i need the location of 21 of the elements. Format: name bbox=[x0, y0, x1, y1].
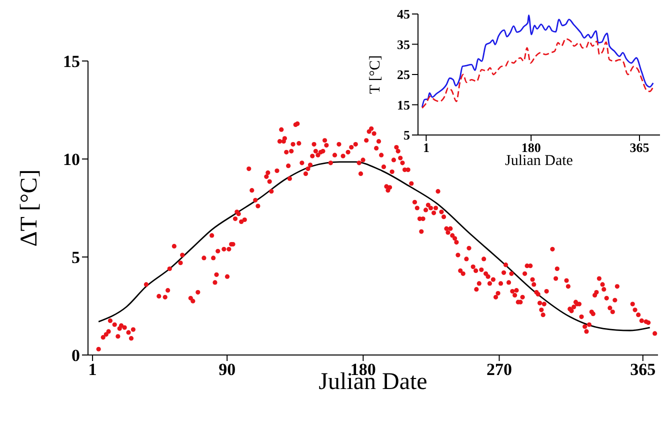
y-tick-label: 5 bbox=[404, 128, 410, 143]
x-tick-label: 180 bbox=[521, 140, 541, 156]
y-axis-title: T [°C] bbox=[367, 55, 384, 94]
y-tick-label: 10 bbox=[63, 150, 80, 170]
line-series bbox=[421, 14, 654, 108]
y-tick-label: 25 bbox=[397, 67, 410, 82]
y-tick-label: 5 bbox=[72, 248, 80, 268]
x-tick-label: 365 bbox=[630, 360, 656, 380]
x-tick-label: 270 bbox=[486, 360, 512, 380]
line-series bbox=[421, 38, 654, 109]
x-axis-title: Julian Date bbox=[505, 153, 574, 169]
y-axis-title: ΔT [°C] bbox=[16, 169, 43, 247]
y-tick-label: 0 bbox=[72, 346, 80, 366]
x-tick-label: 1 bbox=[88, 360, 97, 380]
y-tick-label: 45 bbox=[397, 6, 410, 22]
y-tick-label: 15 bbox=[397, 97, 410, 112]
y-tick-label: 15 bbox=[63, 52, 80, 72]
x-tick-label: 1 bbox=[422, 140, 430, 156]
x-tick-label: 365 bbox=[630, 140, 650, 156]
x-tick-label: 90 bbox=[218, 360, 236, 380]
y-tick-label: 35 bbox=[397, 36, 410, 52]
